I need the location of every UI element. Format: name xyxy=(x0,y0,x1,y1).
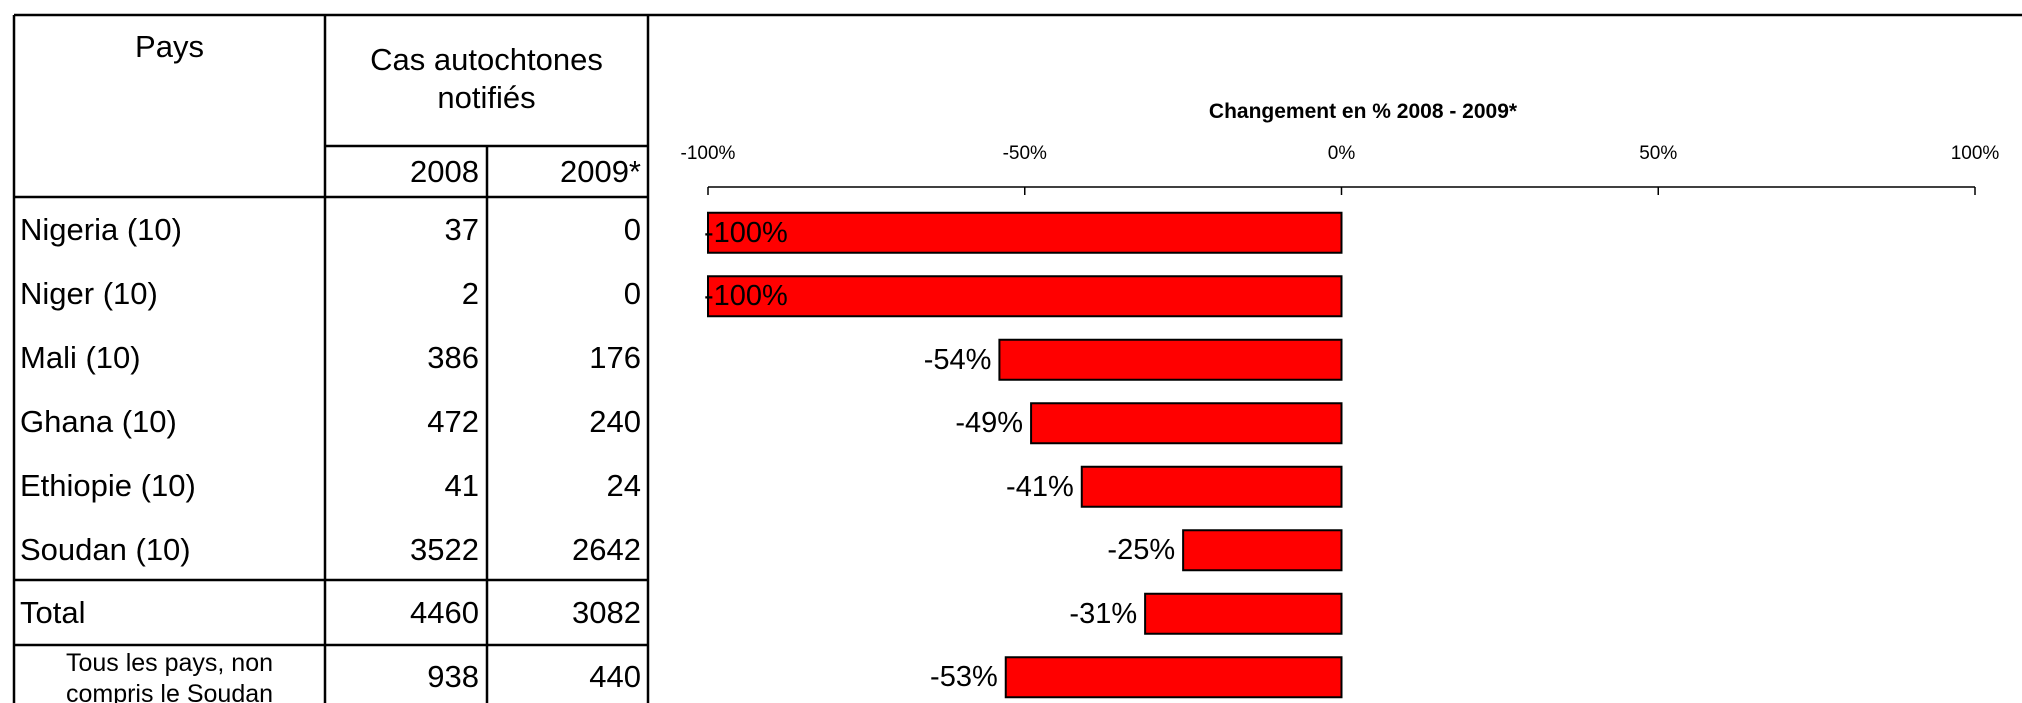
year-2009-header: 2009* xyxy=(559,154,641,189)
total-2008: 4460 xyxy=(410,595,479,630)
x-tick-label: 50% xyxy=(1639,143,1678,164)
x-tick-label: -50% xyxy=(1002,143,1047,164)
row-2009: 176 xyxy=(589,340,641,375)
excluding-2008: 938 xyxy=(427,659,479,694)
row-name: Nigeria (10) xyxy=(20,212,182,247)
row-2009: 24 xyxy=(606,468,641,503)
row-name: Mali (10) xyxy=(20,340,141,375)
bar xyxy=(1004,656,1343,699)
total-2009: 3082 xyxy=(572,595,641,630)
excluding-label-line2: compris le Soudan xyxy=(65,680,274,703)
row-2009: 0 xyxy=(623,212,641,247)
cases-header: Cas autochtones notifiés xyxy=(370,42,603,115)
row-2008: 472 xyxy=(427,404,479,439)
bar xyxy=(1182,529,1343,572)
bar xyxy=(998,338,1343,381)
row-name: Ghana (10) xyxy=(20,404,177,439)
x-tick-label: 100% xyxy=(1950,143,2000,164)
bar-data-label: -54% xyxy=(923,343,992,376)
row-name: Niger (10) xyxy=(20,276,158,311)
bar-data-label: -100% xyxy=(704,216,788,249)
bar-data-label: -100% xyxy=(704,280,788,313)
excluding-label-line1: Tous les pays, non xyxy=(65,649,274,677)
row-2008: 41 xyxy=(444,468,479,503)
year-2008-header: 2008 xyxy=(410,154,479,189)
bar xyxy=(1080,465,1343,508)
row-name: Soudan (10) xyxy=(20,532,191,567)
excluding-2009: 440 xyxy=(589,659,641,694)
bar xyxy=(707,211,1343,254)
x-tick-label: 0% xyxy=(1327,143,1356,164)
bar-data-label: -53% xyxy=(930,661,998,694)
row-2008: 2 xyxy=(461,276,479,311)
bar xyxy=(1144,592,1343,635)
bar-data-label: -41% xyxy=(1006,470,1074,503)
total-label: Total xyxy=(20,595,86,630)
country-header: Pays xyxy=(135,29,204,64)
x-tick-label: -100% xyxy=(680,143,736,164)
bar xyxy=(1030,402,1343,445)
row-2009: 2642 xyxy=(572,532,641,567)
row-2008: 3522 xyxy=(410,532,479,567)
row-2008: 386 xyxy=(427,340,479,375)
bar-data-label: -31% xyxy=(1069,597,1138,630)
chart-title: Changement en % 2008 - 2009* xyxy=(1208,100,1518,123)
bar xyxy=(707,275,1343,318)
row-2009: 0 xyxy=(623,276,641,311)
row-2008: 37 xyxy=(444,212,479,247)
bar-data-label: -49% xyxy=(955,407,1024,440)
row-2009: 240 xyxy=(589,404,641,439)
bar-data-label: -25% xyxy=(1107,534,1176,567)
row-name: Ethiopie (10) xyxy=(20,468,196,503)
